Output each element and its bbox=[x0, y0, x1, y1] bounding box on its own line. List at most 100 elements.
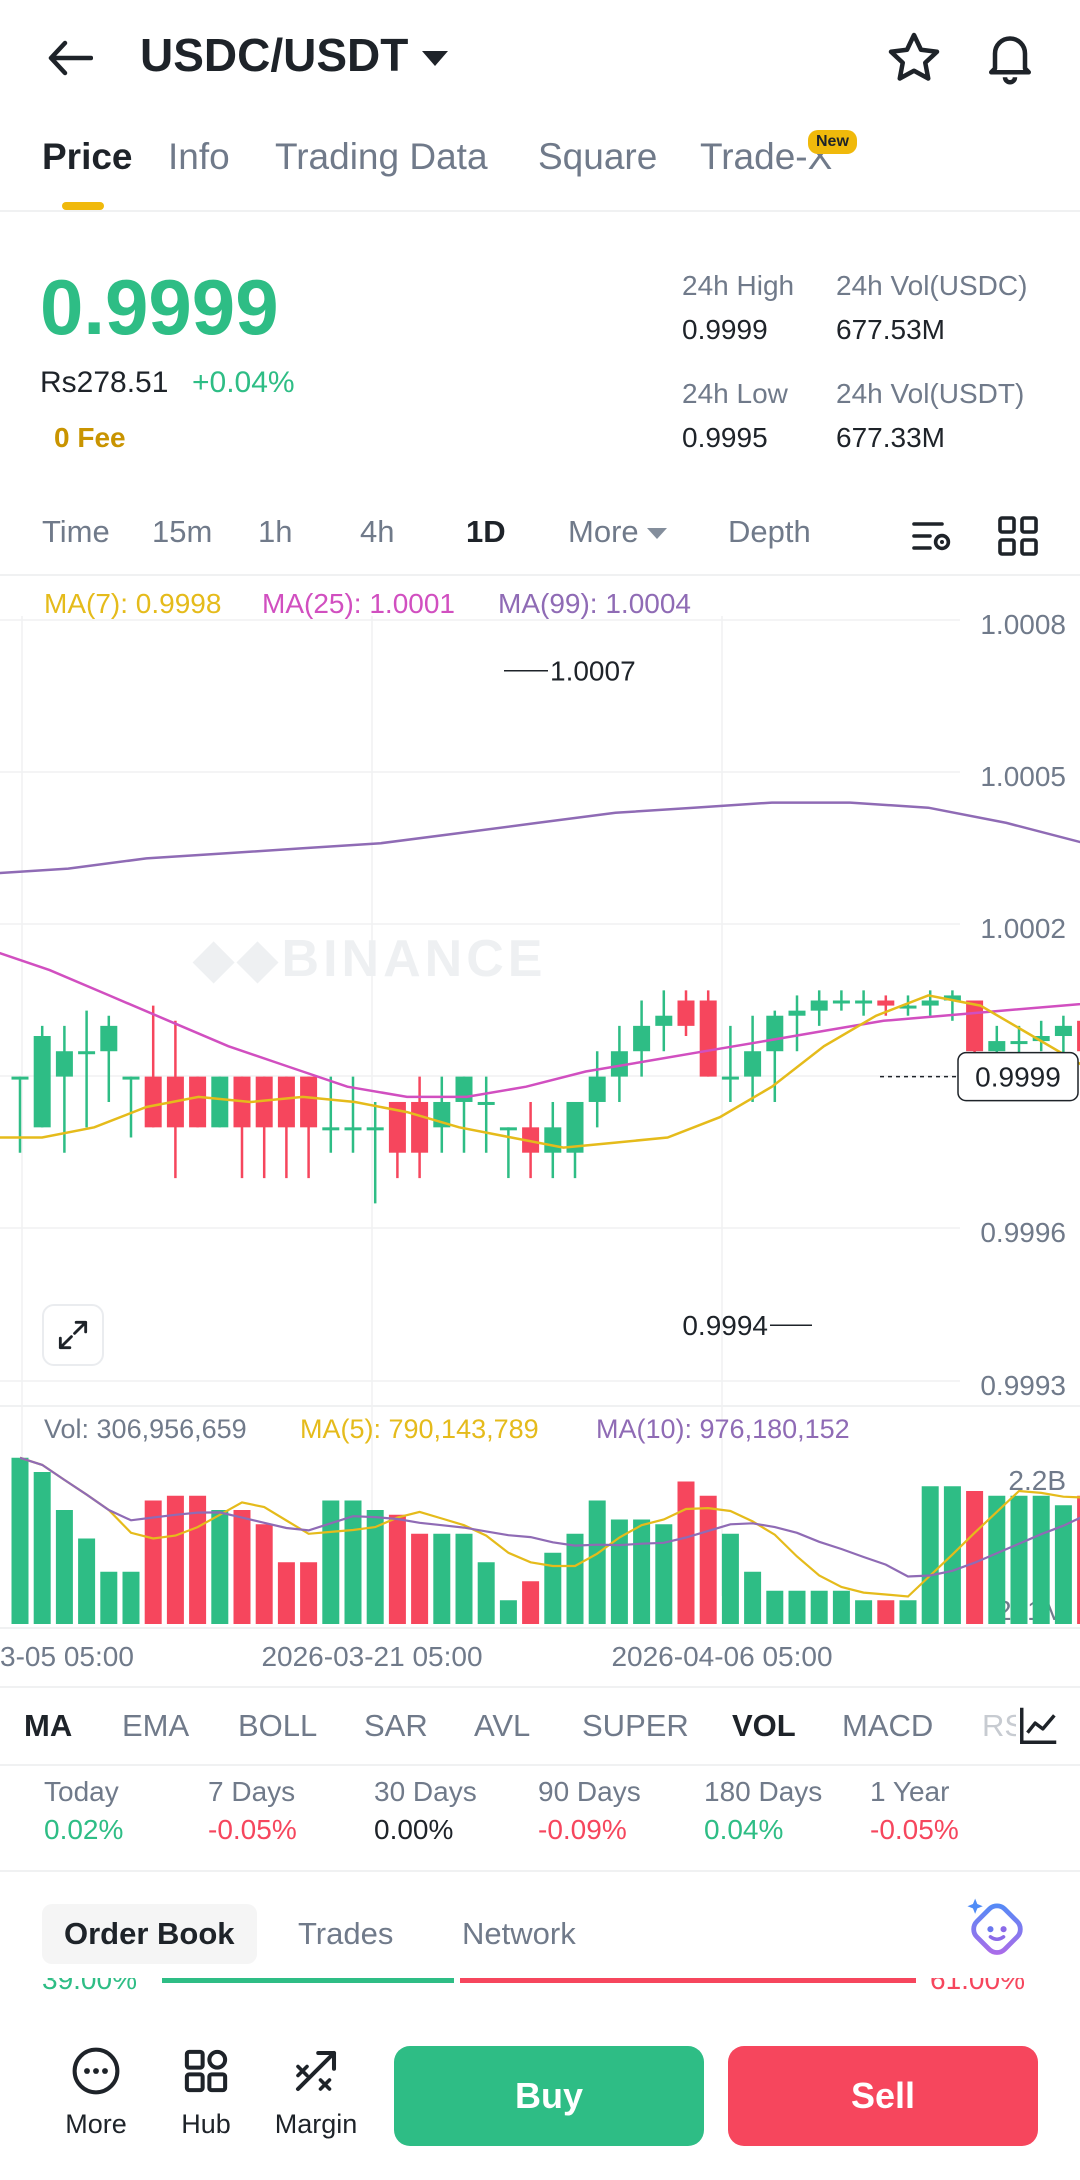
pair-selector[interactable]: USDC/USDT bbox=[140, 28, 449, 82]
tab-price[interactable]: Price bbox=[42, 136, 133, 177]
ma7-legend: MA(7): 0.9998 bbox=[44, 588, 222, 619]
tf-1d[interactable]: 1D bbox=[466, 514, 506, 549]
price-tick-label: 0.9996 bbox=[980, 1217, 1066, 1248]
sell-button[interactable]: Sell bbox=[728, 2046, 1038, 2146]
volume-bar bbox=[211, 1510, 229, 1624]
candle-body bbox=[943, 995, 961, 1001]
back-button[interactable] bbox=[40, 30, 100, 86]
candle-body bbox=[11, 1076, 29, 1080]
more-button[interactable]: More bbox=[46, 2044, 146, 2140]
expand-icon bbox=[58, 1320, 88, 1350]
candle-body bbox=[1054, 1025, 1072, 1037]
tf-15m[interactable]: 15m bbox=[152, 514, 213, 549]
volume-bar bbox=[366, 1510, 384, 1624]
volume-bar bbox=[832, 1590, 850, 1624]
favorite-button[interactable] bbox=[884, 28, 944, 88]
low-marker-label: 0.9994 bbox=[682, 1310, 768, 1341]
indicator-sar[interactable]: SAR bbox=[364, 1708, 428, 1743]
ai-assistant-button[interactable] bbox=[962, 1892, 1032, 1962]
margin-button[interactable]: Margin bbox=[266, 2044, 366, 2140]
tab-square[interactable]: Square bbox=[538, 136, 658, 177]
volume-bar bbox=[255, 1524, 273, 1624]
candle-body bbox=[1077, 1020, 1080, 1052]
low-value: 0.9995 bbox=[682, 422, 768, 453]
price-tick-label: 1.0005 bbox=[980, 761, 1066, 792]
volume-bar bbox=[166, 1495, 184, 1624]
expand-chart-button[interactable] bbox=[42, 1304, 104, 1366]
volume-bar bbox=[655, 1524, 673, 1624]
perf-label: 1 Year bbox=[870, 1776, 950, 1807]
high-label: 24h High bbox=[682, 270, 795, 301]
chevron-down-icon bbox=[422, 50, 449, 66]
candle-body bbox=[78, 1051, 96, 1055]
tab-order-book[interactable]: Order Book bbox=[42, 1904, 257, 1964]
indicator-settings-button[interactable] bbox=[1016, 1702, 1064, 1750]
price-tick-label: 1.0008 bbox=[980, 609, 1066, 640]
volume-bar bbox=[78, 1538, 96, 1624]
candle-body bbox=[277, 1076, 295, 1128]
perf-7d: 7 Days -0.05% bbox=[208, 1776, 368, 1846]
tf-time[interactable]: Time bbox=[42, 514, 110, 549]
volume-bar bbox=[1010, 1495, 1028, 1624]
candle-body bbox=[699, 1000, 717, 1077]
volume-bar bbox=[499, 1600, 517, 1624]
perf-value: 0.02% bbox=[44, 1814, 124, 1845]
hub-label: Hub bbox=[181, 2109, 231, 2139]
tf-more[interactable]: More bbox=[568, 514, 667, 550]
candle-body bbox=[144, 1076, 162, 1128]
vol-usdt-label: 24h Vol(USDT) bbox=[836, 378, 1025, 409]
volume-bar bbox=[766, 1590, 784, 1624]
local-currency-price: Rs278.51 bbox=[40, 366, 169, 399]
tf-1h[interactable]: 1h bbox=[258, 514, 293, 549]
volume-bar bbox=[855, 1600, 873, 1624]
tf-depth[interactable]: Depth bbox=[728, 514, 811, 549]
candle-body bbox=[100, 1025, 118, 1052]
indicator-avl[interactable]: AVL bbox=[474, 1708, 531, 1743]
tab-trades[interactable]: Trades bbox=[298, 1916, 394, 1951]
tf-4h[interactable]: 4h bbox=[360, 514, 395, 549]
fee-badge[interactable]: 0 Fee bbox=[54, 422, 126, 453]
perf-label: 7 Days bbox=[208, 1776, 296, 1807]
candle-body bbox=[255, 1076, 273, 1128]
tab-network[interactable]: Network bbox=[462, 1916, 576, 1951]
indicator-super[interactable]: SUPER bbox=[582, 1708, 689, 1743]
last-price-label: 0.9999 bbox=[975, 1062, 1061, 1093]
section-tabs: Price Info Trading Data Square Trade-X N… bbox=[0, 130, 1080, 212]
candle-body bbox=[499, 1127, 517, 1131]
candle-body bbox=[610, 1051, 628, 1077]
indicator-ema[interactable]: EMA bbox=[122, 1708, 190, 1743]
volume-bar bbox=[100, 1571, 118, 1624]
perf-30d: 30 Days 0.00% bbox=[374, 1776, 534, 1846]
alert-button[interactable] bbox=[980, 26, 1040, 86]
chart-settings-button[interactable] bbox=[908, 512, 956, 560]
new-badge: New bbox=[808, 130, 857, 154]
ask-bar bbox=[460, 1978, 916, 1983]
indicator-bar: MA EMA BOLL SAR AVL SUPER VOL MACD RS bbox=[0, 1686, 1080, 1766]
buy-button[interactable]: Buy bbox=[394, 2046, 704, 2146]
layout-grid-button[interactable] bbox=[994, 512, 1042, 560]
volume-bar bbox=[455, 1533, 473, 1624]
tab-trading-data[interactable]: Trading Data bbox=[275, 136, 488, 177]
indicator-vol[interactable]: VOL bbox=[732, 1708, 796, 1743]
candlestick-chart[interactable]: MA(7): 0.9998 MA(25): 1.0001 MA(99): 1.0… bbox=[0, 574, 1080, 1674]
hub-button[interactable]: Hub bbox=[156, 2044, 256, 2140]
candle-body bbox=[544, 1127, 562, 1153]
volume-bar bbox=[411, 1533, 429, 1624]
star-icon bbox=[888, 32, 940, 81]
volume-bar bbox=[810, 1590, 828, 1624]
volume-bar bbox=[1032, 1495, 1050, 1624]
candle-body bbox=[211, 1076, 229, 1128]
volume-bar bbox=[1077, 1495, 1080, 1624]
candle-body bbox=[55, 1051, 73, 1077]
hub-grid-icon bbox=[184, 2049, 228, 2093]
volume-bar bbox=[633, 1519, 651, 1624]
indicator-macd[interactable]: MACD bbox=[842, 1708, 934, 1743]
last-price-tag bbox=[957, 1051, 1079, 1102]
perf-label: 180 Days bbox=[704, 1776, 823, 1807]
candle-body bbox=[810, 1000, 828, 1011]
tab-info[interactable]: Info bbox=[168, 136, 230, 177]
volume-bar bbox=[544, 1552, 562, 1624]
indicator-ma[interactable]: MA bbox=[24, 1708, 73, 1743]
indicator-boll[interactable]: BOLL bbox=[238, 1708, 318, 1743]
candle-body bbox=[655, 1015, 673, 1026]
